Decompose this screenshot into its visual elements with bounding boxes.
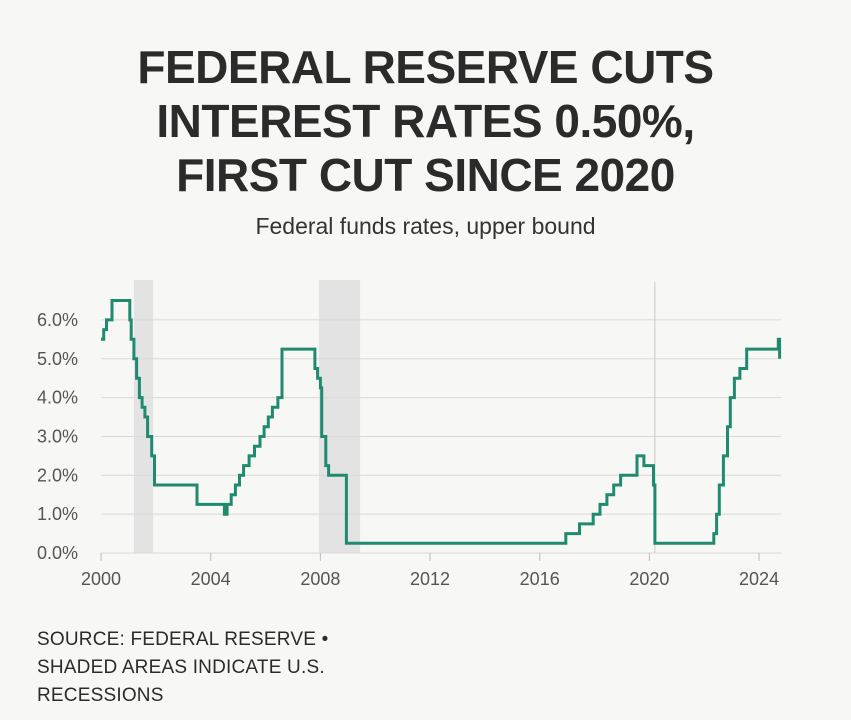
x-tick-label: 2008 bbox=[300, 569, 340, 589]
source-footnote: SOURCE: FEDERAL RESERVE • SHADED AREAS I… bbox=[37, 626, 457, 710]
chart-title: FEDERAL RESERVE CUTS INTEREST RATES 0.50… bbox=[0, 40, 851, 202]
footnote-line-1: SOURCE: FEDERAL RESERVE • bbox=[37, 629, 329, 650]
y-tick-label: 0.0% bbox=[37, 543, 78, 563]
series-layer bbox=[101, 299, 782, 545]
x-tick-label: 2000 bbox=[81, 569, 121, 589]
y-tick-label: 6.0% bbox=[37, 310, 78, 330]
recession-band-2 bbox=[318, 280, 361, 553]
y-tick-label: 4.0% bbox=[37, 388, 78, 408]
title-line-2: INTEREST RATES 0.50%, bbox=[156, 95, 695, 147]
footnote-line-2: SHADED AREAS INDICATE U.S. bbox=[37, 657, 325, 678]
y-tick-label: 2.0% bbox=[37, 465, 78, 485]
line-chart: 0.0%1.0%2.0%3.0%4.0%5.0%6.0% 2000 2004 200… bbox=[37, 280, 782, 589]
y-tick-label: 1.0% bbox=[37, 504, 78, 524]
gridlines bbox=[101, 319, 781, 554]
x-tick-label: 2004 bbox=[191, 569, 231, 589]
x-tick-label: 2024 bbox=[739, 569, 779, 589]
y-tick-label: 3.0% bbox=[37, 426, 78, 446]
y-tick-label: 5.0% bbox=[37, 349, 78, 369]
series-line-1 bbox=[101, 299, 782, 545]
chart-subtitle: Federal funds rates, upper bound bbox=[255, 213, 596, 239]
title-line-3: FIRST CUT SINCE 2020 bbox=[176, 149, 675, 201]
x-axis-ticks: 2000 2004 2008 2012 2016 2020 2024 bbox=[81, 553, 779, 589]
y-axis-ticks: 0.0% 1.0% 2.0% 3.0% 4.0% 5.0% 6.0% bbox=[37, 310, 78, 563]
recession-shading bbox=[133, 280, 361, 553]
title-line-1: FEDERAL RESERVE CUTS bbox=[137, 41, 714, 93]
x-tick-label: 2016 bbox=[520, 569, 560, 589]
x-tick-label: 2020 bbox=[629, 569, 669, 589]
x-tick-label: 2012 bbox=[410, 569, 450, 589]
footnote-line-3: RECESSIONS bbox=[37, 685, 164, 706]
